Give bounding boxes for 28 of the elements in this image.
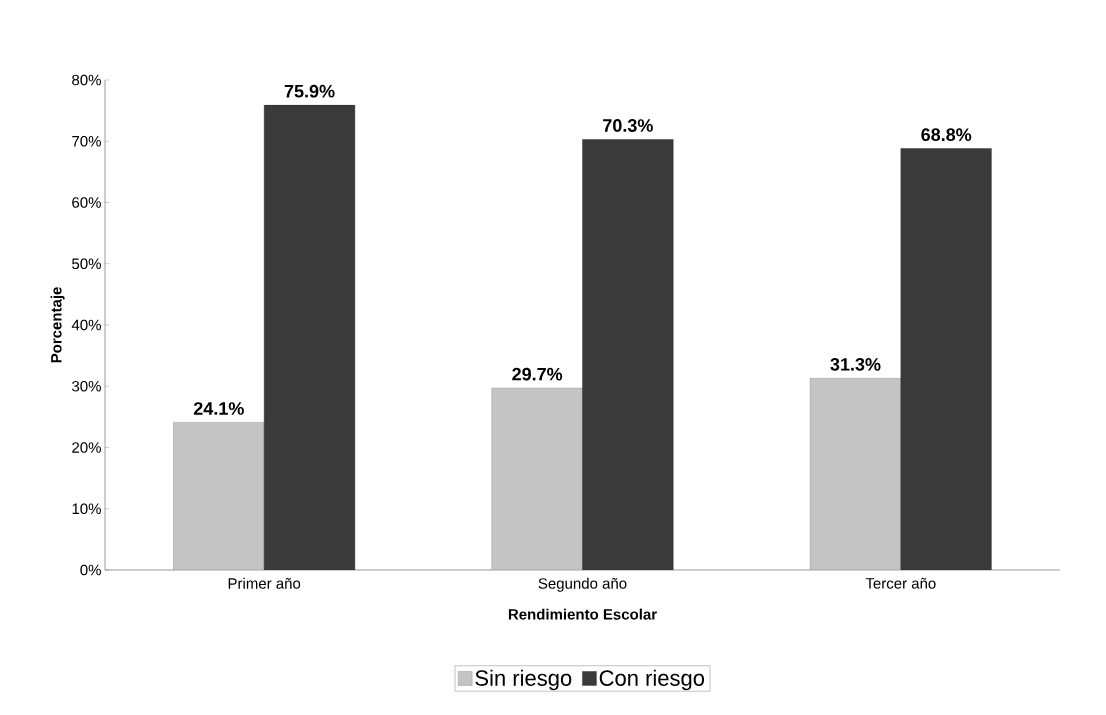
bar xyxy=(582,139,674,570)
x-axis-title: Rendimiento Escolar xyxy=(508,608,657,620)
legend-label: Sin riesgo xyxy=(475,669,572,691)
x-tick-label: Segundo año xyxy=(538,577,627,592)
bar xyxy=(900,148,992,570)
y-tick-label: 40% xyxy=(71,319,101,331)
y-tick-label: 20% xyxy=(72,442,101,453)
y-tick-label: 30% xyxy=(72,380,101,392)
y-tick-label: 70% xyxy=(72,135,101,147)
y-tick-label: 10% xyxy=(72,503,101,515)
x-tick-label: Primer año xyxy=(228,577,301,589)
data-label: 29.7% xyxy=(512,367,563,381)
y-axis-title: Porcentaje xyxy=(50,287,65,363)
bar xyxy=(173,422,265,570)
y-tick-label: 60% xyxy=(72,197,101,208)
y-tick-label: 0% xyxy=(80,564,101,576)
x-tick-label: Tercer año xyxy=(865,577,936,589)
legend-label: Con riesgo xyxy=(599,669,705,691)
bar xyxy=(491,387,583,570)
data-label: 68.8% xyxy=(921,128,972,142)
y-tick-label: 50% xyxy=(72,258,101,270)
data-label: 70.3% xyxy=(603,119,653,132)
data-label: 24.1% xyxy=(193,402,244,415)
data-label: 31.3% xyxy=(830,357,881,371)
data-label: 75.9% xyxy=(284,84,335,98)
y-tick-label: 80% xyxy=(72,74,101,86)
bar xyxy=(263,104,356,570)
bar xyxy=(809,378,902,570)
